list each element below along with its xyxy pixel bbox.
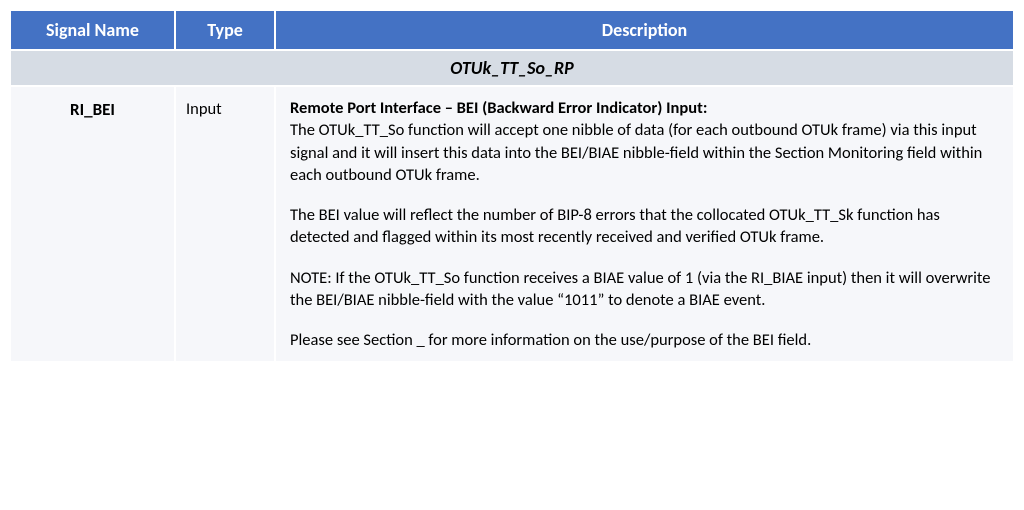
header-signal-name: Signal Name	[11, 11, 176, 49]
description-text-1: The OTUk_TT_So function will accept one …	[290, 120, 982, 185]
description-paragraph-1: Remote Port Interface – BEI (Backward Er…	[290, 97, 999, 186]
section-title-row: OTUk_TT_So_RP	[11, 49, 1013, 85]
signal-name-cell: RI_BEI	[11, 87, 176, 361]
description-paragraph-4: Please see Section _ for more informatio…	[290, 329, 999, 351]
description-paragraph-3: NOTE: If the OTUk_TT_So function receive…	[290, 267, 999, 312]
type-cell: Input	[176, 87, 276, 361]
table-row: RI_BEI Input Remote Port Interface – BEI…	[11, 85, 1013, 361]
signal-table: Signal Name Type Description OTUk_TT_So_…	[10, 10, 1014, 362]
header-type: Type	[176, 11, 276, 49]
table-header-row: Signal Name Type Description	[11, 11, 1013, 49]
description-title: Remote Port Interface – BEI (Backward Er…	[290, 98, 707, 118]
header-description: Description	[276, 11, 1013, 49]
description-cell: Remote Port Interface – BEI (Backward Er…	[276, 87, 1013, 361]
description-paragraph-2: The BEI value will reflect the number of…	[290, 204, 999, 249]
